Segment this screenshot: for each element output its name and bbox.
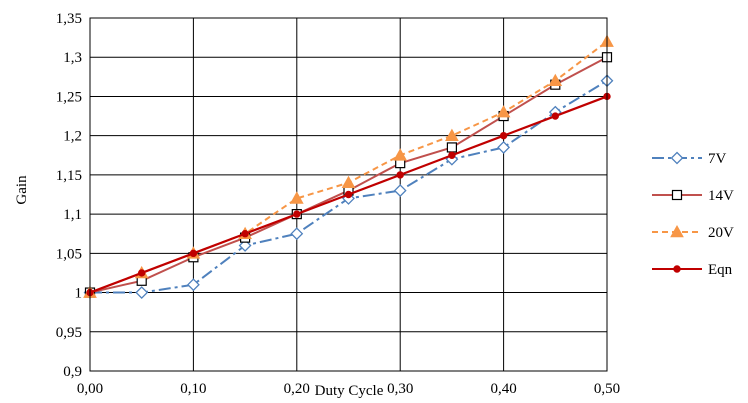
y-tick-label: 1,1: [63, 207, 82, 223]
data-point: [448, 151, 456, 159]
y-tick-label: 1,05: [56, 246, 82, 262]
data-point: [393, 148, 408, 161]
series-layer: [83, 34, 614, 299]
data-point: [293, 210, 301, 218]
legend-marker: [671, 189, 683, 201]
y-tick-label: 1,15: [56, 168, 82, 184]
data-point: [186, 278, 200, 292]
data-point: [241, 230, 249, 238]
legend-item-eqn: Eqn: [652, 262, 733, 278]
y-tick-label: 1,35: [56, 11, 82, 27]
data-point: [344, 190, 353, 199]
legend-marker: [670, 151, 684, 165]
series-eqn: [86, 92, 611, 297]
x-tick-label: 0,50: [594, 381, 620, 397]
data-point: [189, 249, 198, 258]
legend-item-20v: 20V: [652, 224, 734, 241]
legend-label: 20V: [708, 225, 734, 241]
data-point: [393, 184, 407, 197]
plot-border: [89, 17, 608, 372]
axes: 0,9 0,95 1 1,05 1,1 1,15 1,2 1,25 1,3 1,35 0,00 0,1…: [56, 11, 620, 397]
x-axis-title: Duty Cycle: [315, 383, 384, 399]
x-tick-label: 0,00: [77, 381, 103, 397]
data-point: [396, 171, 404, 179]
x-tick-label: 0,20: [284, 381, 310, 397]
y-tick-label: 0,95: [56, 325, 82, 341]
data-point: [138, 269, 146, 277]
legend-item-7v: 7V: [652, 151, 727, 167]
data-point: [290, 227, 304, 241]
x-tick-label: 0,40: [490, 381, 516, 397]
data-point: [445, 128, 459, 141]
legend-item-14v: 14V: [652, 188, 734, 204]
y-tick-label: 1: [75, 286, 83, 302]
y-tick-label: 1,2: [63, 129, 82, 145]
data-point: [548, 73, 563, 87]
x-tick-label: 0,10: [180, 381, 206, 397]
y-tick-label: 1,25: [56, 89, 82, 105]
series-20v: [83, 34, 614, 298]
y-tick-label: 0,9: [63, 364, 82, 380]
series-line: [89, 40, 608, 294]
legend: 7V 14V 20V Eqn: [652, 151, 734, 278]
legend-label: 7V: [708, 151, 727, 167]
data-point: [135, 286, 149, 299]
legend-marker: [670, 224, 684, 238]
data-point: [446, 142, 457, 153]
y-tick-label: 1,3: [63, 50, 82, 66]
y-axis-title: Gain: [14, 175, 30, 205]
data-point: [341, 175, 356, 189]
data-point: [289, 191, 304, 204]
data-point: [499, 131, 508, 140]
data-point: [551, 112, 559, 120]
legend-label: 14V: [708, 188, 734, 204]
data-point: [497, 141, 511, 154]
data-point: [496, 105, 511, 118]
x-tick-label: 0,30: [387, 381, 413, 397]
legend-marker: [673, 265, 681, 273]
legend-label: Eqn: [708, 262, 733, 278]
